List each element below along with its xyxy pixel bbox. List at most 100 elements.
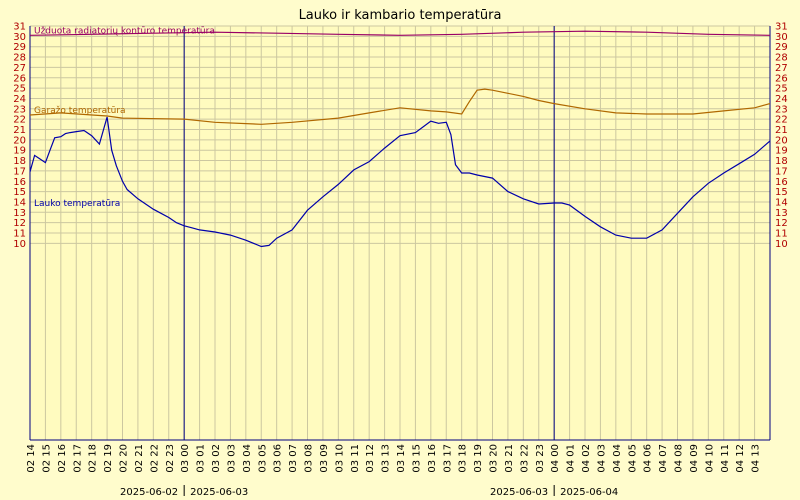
y-tick-label-right: 31	[775, 22, 788, 33]
x-tick-label: 02 22	[149, 444, 160, 473]
x-tick-label: 04 09	[689, 444, 700, 473]
x-tick-label: 04 03	[596, 444, 607, 473]
x-tick-label: 03 02	[211, 444, 222, 473]
y-tick-label-right: 27	[775, 63, 788, 74]
x-tick-label: 03 17	[442, 444, 453, 473]
date-label-left: 2025-06-02	[120, 487, 178, 498]
y-tick-label-left: 26	[13, 73, 26, 84]
x-tick-label: 02 20	[119, 444, 130, 473]
x-tick-label: 04 00	[550, 444, 561, 473]
x-tick-label: 04 12	[735, 444, 746, 473]
y-tick-label-left: 28	[13, 53, 26, 64]
date-label-right: 2025-06-04	[560, 487, 618, 498]
y-tick-label-left: 22	[13, 115, 26, 126]
x-tick-label: 04 11	[720, 444, 731, 473]
y-tick-label-left: 14	[13, 197, 26, 208]
x-tick-label: 04 13	[751, 444, 762, 473]
x-tick-label: 03 09	[319, 444, 330, 473]
y-tick-label-left: 15	[13, 187, 26, 198]
series-line	[29, 88, 771, 125]
x-tick-label: 03 08	[304, 444, 315, 473]
y-tick-label-left: 31	[13, 22, 26, 33]
x-tick-label: 03 18	[458, 444, 469, 473]
x-tick-label: 04 04	[612, 444, 623, 473]
series-label: Užduota radiatorių kontūro temperatūra	[34, 26, 215, 36]
date-label-right: 2025-06-03	[190, 487, 248, 498]
y-tick-label-left: 30	[13, 32, 26, 43]
grid-lines	[29, 25, 770, 440]
y-tick-label-left: 20	[13, 135, 26, 146]
y-tick-label-right: 10	[775, 239, 788, 250]
x-tick-label: 03 12	[365, 444, 376, 473]
y-tick-label-right: 12	[775, 218, 788, 229]
y-tick-label-right: 15	[775, 187, 788, 198]
series-line	[29, 116, 771, 248]
x-tick-label: 02 19	[103, 444, 114, 473]
x-tick-label: 03 11	[350, 444, 361, 473]
y-tick-label-right: 22	[775, 115, 788, 126]
y-tick-label-left: 24	[13, 94, 26, 105]
x-tick-label: 02 21	[134, 444, 145, 473]
x-tick-label: 03 15	[411, 444, 422, 473]
series-label: Garažo temperatūra	[34, 106, 126, 116]
y-tick-label-left: 11	[13, 229, 26, 240]
y-tick-label-left: 25	[13, 84, 26, 95]
y-tick-label-right: 26	[775, 73, 788, 84]
x-tick-label: 02 16	[57, 444, 68, 473]
y-tick-label-right: 28	[775, 53, 788, 64]
x-tick-label: 03 05	[257, 444, 268, 473]
y-tick-label-right: 30	[775, 32, 788, 43]
x-tick-label: 03 06	[273, 444, 284, 473]
y-tick-label-right: 11	[775, 229, 788, 240]
y-tick-label-right: 19	[775, 146, 788, 157]
x-tick-label: 04 01	[566, 444, 577, 473]
y-tick-label-right: 25	[775, 84, 788, 95]
x-tick-label: 02 14	[26, 444, 37, 473]
x-tick-label: 03 14	[396, 444, 407, 473]
x-tick-label: 03 00	[180, 444, 191, 473]
x-tick-label: 03 03	[226, 444, 237, 473]
y-tick-label-right: 17	[775, 166, 788, 177]
y-tick-label-right: 23	[775, 104, 788, 115]
x-tick-label: 04 07	[658, 444, 669, 473]
x-tick-label: 03 23	[535, 444, 546, 473]
y-tick-label-left: 18	[13, 156, 26, 167]
x-tick-label: 03 04	[242, 444, 253, 473]
x-tick-label: 03 16	[427, 444, 438, 473]
x-tick-label: 04 08	[674, 444, 685, 473]
y-tick-label-right: 21	[775, 125, 788, 136]
y-tick-label-left: 29	[13, 42, 26, 53]
y-tick-label-left: 23	[13, 104, 26, 115]
x-tick-label: 04 05	[627, 444, 638, 473]
x-tick-label: 02 23	[165, 444, 176, 473]
y-tick-label-right: 13	[775, 208, 788, 219]
y-tick-label-right: 18	[775, 156, 788, 167]
x-tick-label: 04 02	[581, 444, 592, 473]
y-tick-label-left: 13	[13, 208, 26, 219]
y-tick-label-left: 16	[13, 177, 26, 188]
y-tick-label-left: 10	[13, 239, 26, 250]
x-tick-label: 03 01	[196, 444, 207, 473]
y-tick-label-left: 19	[13, 146, 26, 157]
chart-title: Lauko ir kambario temperatūra	[299, 8, 502, 23]
x-tick-label: 03 13	[381, 444, 392, 473]
x-tick-label: 03 07	[288, 444, 299, 473]
x-tick-label: 03 19	[473, 444, 484, 473]
y-tick-label-right: 16	[775, 177, 788, 188]
y-tick-label-left: 17	[13, 166, 26, 177]
series-line	[29, 30, 771, 36]
x-tick-label: 02 15	[41, 444, 52, 473]
date-label-left: 2025-06-03	[490, 487, 548, 498]
y-tick-label-left: 27	[13, 63, 26, 74]
x-tick-label: 03 10	[334, 444, 345, 473]
y-tick-label-left: 21	[13, 125, 26, 136]
y-tick-label-left: 12	[13, 218, 26, 229]
x-tick-label: 03 20	[489, 444, 500, 473]
x-tick-label: 04 06	[643, 444, 654, 473]
y-tick-label-right: 29	[775, 42, 788, 53]
y-tick-label-right: 20	[775, 135, 788, 146]
x-tick-label: 03 21	[504, 444, 515, 473]
x-tick-label: 02 17	[72, 444, 83, 473]
